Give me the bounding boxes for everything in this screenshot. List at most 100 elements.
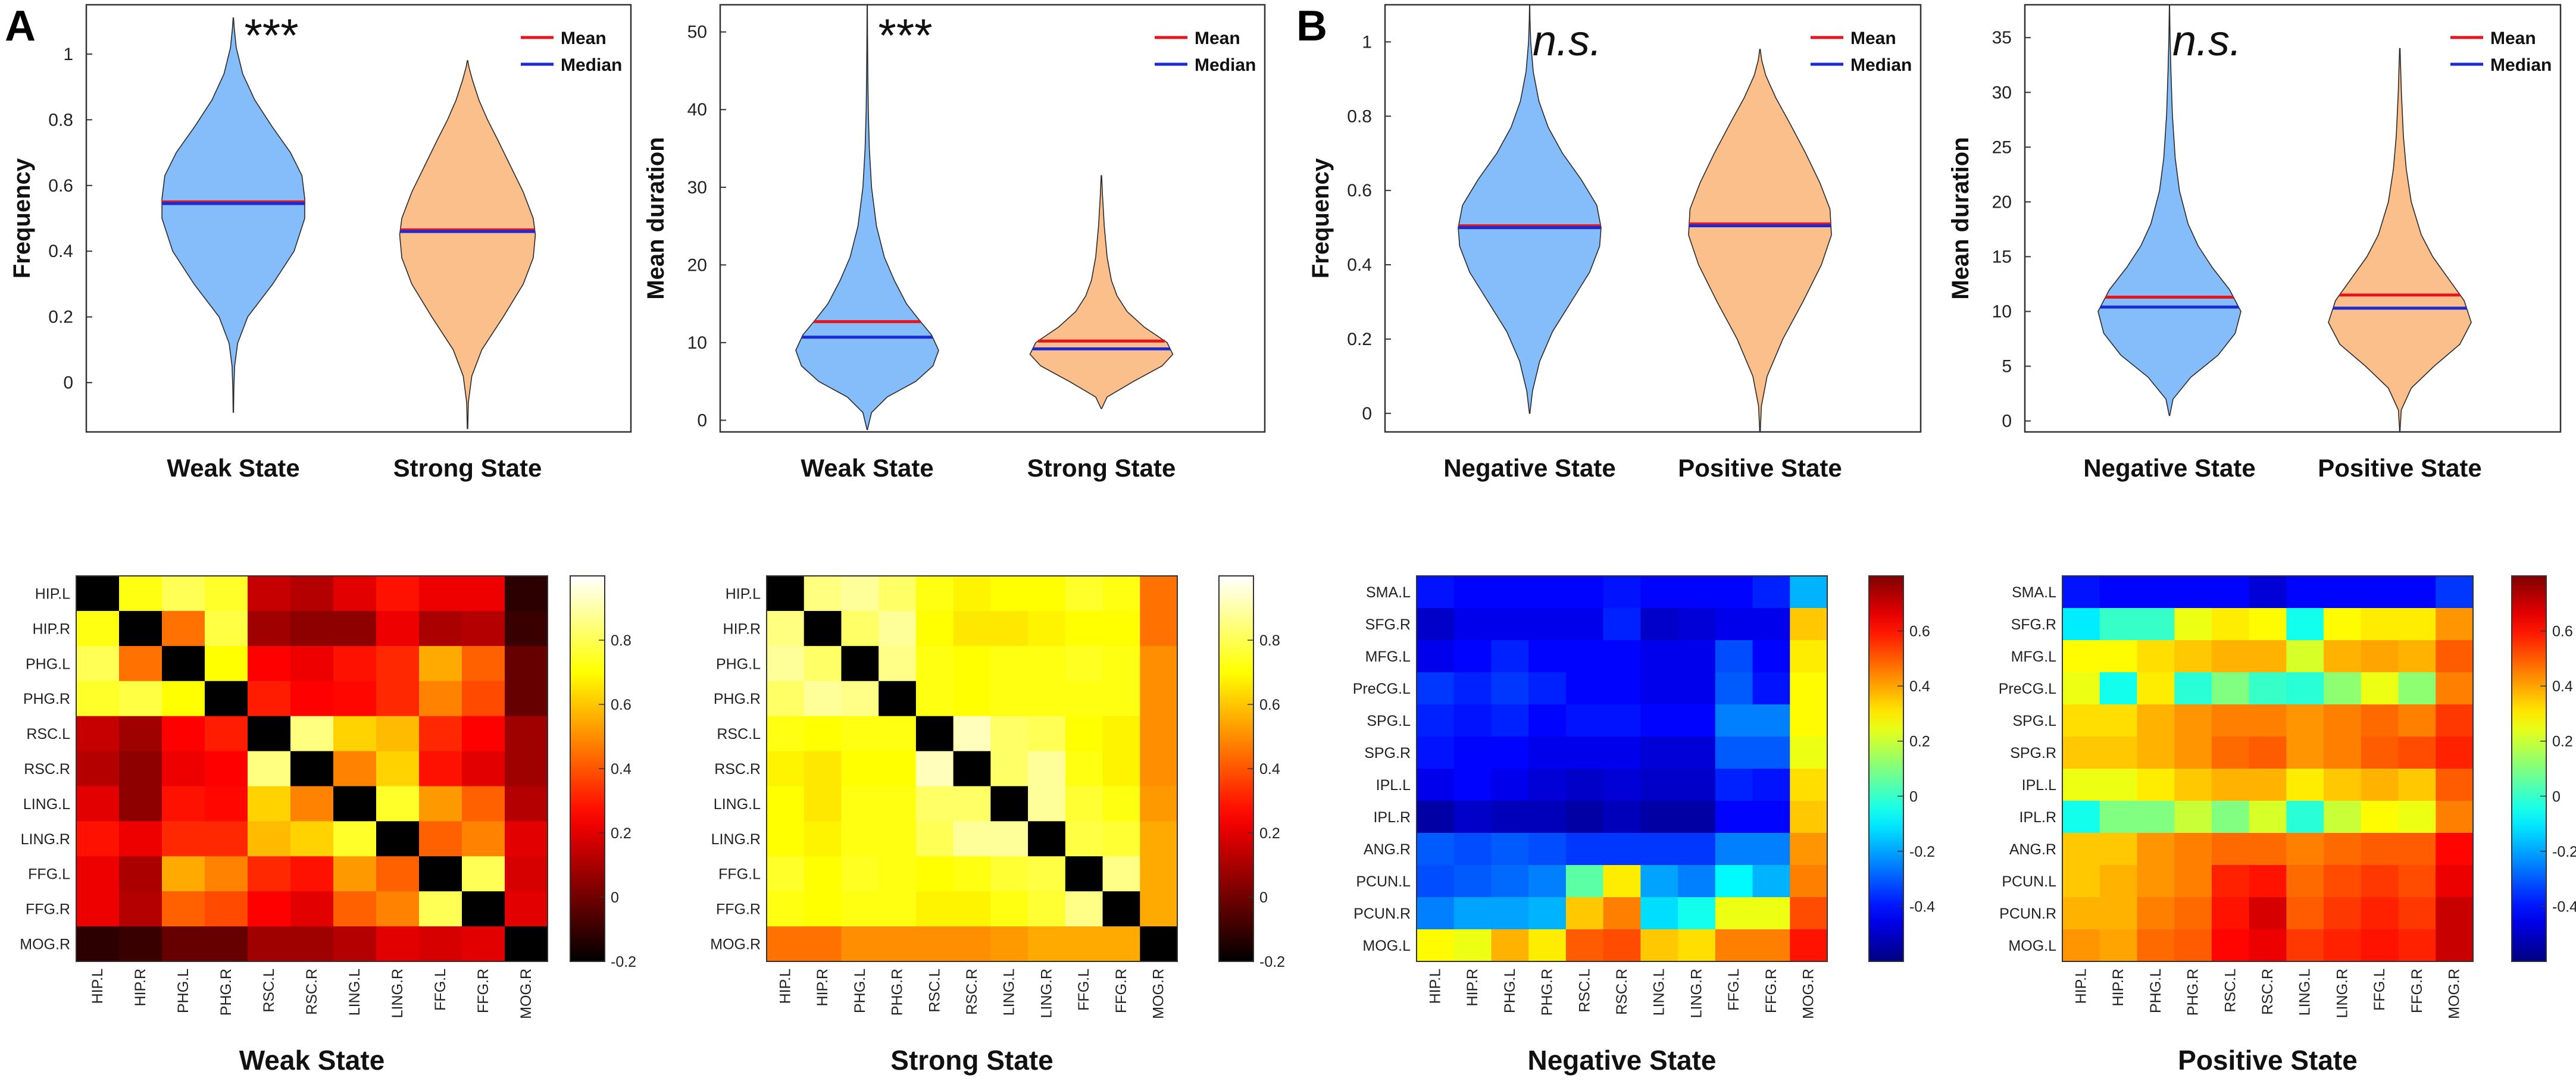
heatmap-cell bbox=[1640, 640, 1678, 673]
colorbar-tick-label: -0.2 bbox=[1259, 954, 1285, 970]
heatmap-cell bbox=[1065, 646, 1103, 682]
heatmap-cell bbox=[162, 646, 205, 682]
heatmap-cell bbox=[2324, 833, 2362, 866]
heatmap-cell bbox=[1028, 821, 1066, 857]
heatmap-cell bbox=[2174, 833, 2212, 866]
heatmap-cell bbox=[1102, 681, 1140, 717]
heatmap-cell bbox=[1417, 833, 1455, 866]
heatmap-cell bbox=[804, 821, 842, 857]
heatmap-cell bbox=[804, 926, 842, 962]
heatmap-cell bbox=[2137, 672, 2175, 705]
heatmap-cell bbox=[2099, 769, 2138, 801]
heatmap-cell bbox=[2099, 704, 2138, 737]
heatmap-cell bbox=[1565, 833, 1604, 866]
heatmap-cell bbox=[953, 646, 991, 682]
heatmap-cell bbox=[205, 646, 248, 682]
row-label: PHG.L bbox=[26, 656, 70, 672]
heatmap-cell bbox=[915, 926, 954, 962]
heatmap-cell bbox=[1491, 769, 1529, 801]
heatmap-cell bbox=[767, 681, 805, 717]
heatmap-cell bbox=[1603, 897, 1641, 930]
heatmap-cell bbox=[1028, 891, 1066, 927]
heatmap-cell bbox=[119, 786, 162, 822]
heatmap-cell bbox=[767, 610, 805, 647]
heatmap-cell bbox=[990, 786, 1028, 822]
heatmap-cell bbox=[2137, 801, 2175, 834]
heatmap-cell bbox=[804, 610, 842, 647]
heatmap-cell bbox=[879, 576, 917, 612]
plot-frame bbox=[85, 4, 632, 433]
heatmap-cell bbox=[1715, 897, 1753, 930]
heatmap-cell bbox=[162, 856, 205, 892]
heatmap-cell bbox=[1491, 929, 1529, 962]
heatmap-cell bbox=[990, 576, 1028, 612]
heatmap-cell bbox=[879, 716, 917, 752]
heatmap-cell bbox=[1752, 769, 1790, 801]
heatmap-cell bbox=[1565, 801, 1604, 834]
heatmap-cell bbox=[2286, 704, 2324, 737]
heatmap-cell bbox=[1715, 737, 1753, 769]
heatmap-cell bbox=[248, 646, 291, 682]
heatmap-cell bbox=[2324, 929, 2362, 962]
heatmap-cell bbox=[2062, 769, 2100, 801]
heatmap-cell bbox=[2211, 640, 2250, 673]
heatmap-cell bbox=[2062, 737, 2100, 769]
heatmap-frame bbox=[2062, 575, 2474, 962]
heatmap-cell bbox=[2137, 704, 2175, 737]
heatmap-cell bbox=[1140, 646, 1178, 682]
significance-annotation: n.s. bbox=[1533, 17, 1602, 65]
heatmap-cell bbox=[2174, 801, 2212, 834]
y-tick-label: 40 bbox=[687, 100, 707, 120]
heatmap-cell bbox=[804, 856, 842, 892]
heatmap-cell bbox=[1603, 737, 1641, 769]
heatmap-cell bbox=[333, 926, 377, 962]
heatmap-cell bbox=[462, 646, 505, 682]
colorbar-tick-label: 0 bbox=[1259, 889, 1268, 906]
heatmap-cell bbox=[2436, 640, 2474, 673]
row-label: RSC.R bbox=[714, 761, 761, 778]
heatmap-cell bbox=[2361, 608, 2399, 641]
heatmap-cell bbox=[2286, 608, 2324, 641]
heatmap-cell bbox=[1528, 865, 1567, 898]
heatmap-cell bbox=[767, 926, 805, 962]
row-label: LING.L bbox=[23, 796, 70, 813]
heatmap-cell bbox=[2099, 608, 2138, 641]
heatmap-cell bbox=[119, 751, 162, 787]
heatmap-cell bbox=[462, 821, 505, 857]
heatmap-cell bbox=[162, 891, 205, 927]
heatmap-cell bbox=[1417, 929, 1455, 962]
heatmap-cell bbox=[2062, 833, 2100, 866]
y-tick-label: 50 bbox=[687, 23, 707, 42]
heatmap-cell bbox=[1453, 576, 1492, 609]
heatmap-cell bbox=[1678, 865, 1716, 898]
heatmap-cell bbox=[505, 751, 548, 787]
heatmap-cell bbox=[1678, 897, 1716, 930]
heatmap-cell bbox=[505, 786, 548, 822]
heatmap-cell bbox=[2249, 704, 2287, 737]
column-label: HIP.R bbox=[1464, 969, 1481, 1006]
colorbar-tick-label: -0.2 bbox=[2552, 844, 2576, 860]
heatmap-cell bbox=[333, 576, 377, 612]
column-label: RSC.L bbox=[1576, 969, 1593, 1013]
heatmap-cell bbox=[1678, 801, 1716, 834]
heatmap-cell bbox=[1528, 833, 1567, 866]
y-axis-label: Mean duration bbox=[1947, 137, 1974, 299]
heatmap-cell bbox=[767, 716, 805, 752]
heatmap-cell bbox=[1528, 640, 1567, 673]
heatmap-cell bbox=[505, 891, 548, 927]
heatmap-cell bbox=[1678, 608, 1716, 641]
heatmap-cell bbox=[1453, 769, 1492, 801]
heatmap-cell bbox=[248, 716, 291, 752]
heatmap-cell bbox=[1528, 769, 1567, 801]
heatmap-cell bbox=[2361, 704, 2399, 737]
heatmap-cell bbox=[162, 681, 205, 717]
heatmap-cell bbox=[290, 751, 334, 787]
heatmap-cell bbox=[2137, 865, 2175, 898]
y-tick-label: 30 bbox=[1992, 83, 2012, 102]
legend-mean-label: Mean bbox=[1850, 29, 1896, 48]
heatmap-cell bbox=[1028, 786, 1066, 822]
heatmap-cell bbox=[2398, 897, 2436, 930]
row-label: IPL.L bbox=[2022, 777, 2056, 794]
heatmap-cell bbox=[1640, 608, 1678, 641]
heatmap-cell bbox=[1715, 865, 1753, 898]
